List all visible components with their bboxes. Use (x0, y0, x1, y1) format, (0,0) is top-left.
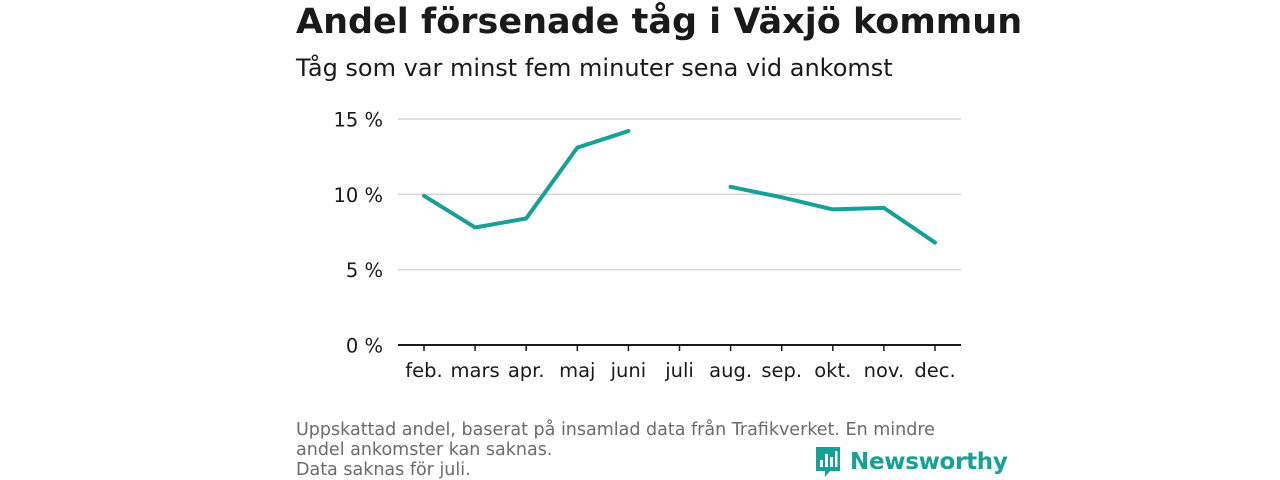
x-tick-label: dec. (914, 359, 955, 382)
x-tick-label: sep. (761, 359, 802, 382)
x-tick-label: juli (664, 359, 694, 382)
y-tick-label: 0 % (346, 335, 383, 358)
y-tick-label: 15 % (333, 109, 383, 132)
series-line (422, 129, 631, 230)
y-tick-label: 5 % (346, 259, 383, 282)
x-tick-label: okt. (814, 359, 851, 382)
line-chart: 0 % 5 % 10 % 15 % feb. mars apr. maj juni juli aug… (333, 109, 961, 382)
footnote: Uppskattad andel, baserat på insamlad da… (296, 420, 986, 480)
x-tick-label: juni (610, 359, 647, 382)
y-tick-label: 10 % (333, 184, 383, 207)
x-tick-label: apr. (508, 359, 545, 382)
chart-subtitle: Tåg som var minst fem minuter sena vid a… (296, 54, 893, 82)
series-line (728, 184, 937, 245)
chart-title: Andel försenade tåg i Växjö kommun (296, 2, 1023, 42)
footnote-missing-data: Data saknas för juli. (296, 460, 471, 480)
footnote-source: Uppskattad andel, baserat på insamlad da… (296, 420, 935, 460)
x-tick-label: maj (559, 359, 595, 382)
newsworthy-chart-bubble-icon (816, 447, 840, 477)
x-tick-label: aug. (709, 359, 752, 382)
x-tick-label: feb. (405, 359, 442, 382)
x-tick-label: mars (451, 359, 500, 382)
newsworthy-logo: Newsworthy (814, 445, 1008, 479)
newsworthy-wordmark: Newsworthy (850, 449, 1008, 475)
x-tick-label: nov. (864, 359, 905, 382)
